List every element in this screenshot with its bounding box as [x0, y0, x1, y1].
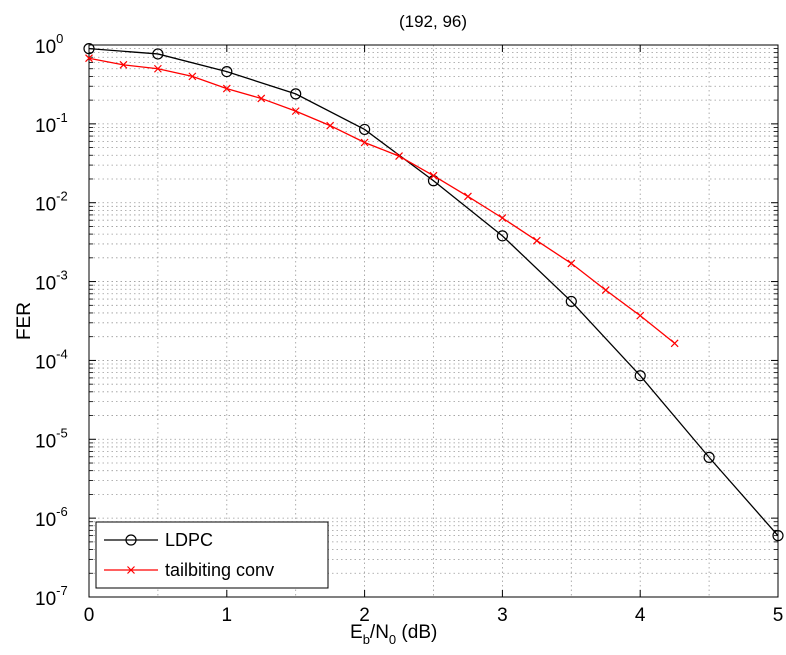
data-point: [291, 107, 300, 116]
legend-ldpc-label: LDPC: [165, 530, 213, 550]
grid: [89, 45, 778, 597]
series-line: [88, 47, 779, 537]
series-1: [85, 54, 679, 348]
data-point: [85, 54, 93, 63]
axis-ticks: 0 1 2 3 4 5 100 10-1 10-2 10-3 10-4 10-5 10-6 10-7: [35, 31, 783, 626]
data-point: [395, 152, 403, 161]
series-layer: [83, 43, 784, 542]
x-tick-label: 1: [222, 605, 233, 626]
y-tick-label: 10-2: [35, 189, 68, 216]
y-tick-label: 10-6: [35, 504, 68, 531]
legend-conv-marker: [127, 566, 135, 574]
data-point: [670, 339, 679, 348]
x-tick-label: 0: [84, 605, 95, 626]
legend-item-ldpc: LDPC: [104, 530, 213, 550]
legend-ldpc-marker: [125, 534, 137, 546]
data-point: [634, 370, 646, 382]
y-tick-label: 10-1: [35, 110, 68, 137]
x-tick-label: 3: [497, 605, 508, 626]
data-point: [257, 94, 266, 103]
y-tick-label: 10-4: [35, 346, 68, 373]
data-point: [119, 60, 128, 69]
data-point: [360, 138, 369, 147]
data-point: [703, 451, 715, 463]
data-point: [496, 230, 508, 242]
data-point: [326, 121, 335, 130]
data-point: [532, 236, 541, 245]
legend-box: [95, 521, 329, 589]
data-point: [290, 88, 302, 100]
plot-frame: [88, 44, 779, 598]
legend-item-tailbiting-conv: tailbiting conv: [104, 560, 274, 580]
data-point: [567, 259, 576, 268]
y-tick-label: 100: [35, 31, 63, 58]
legend-conv-label: tailbiting conv: [165, 560, 274, 580]
y-axis-label: FER: [14, 302, 35, 340]
x-tick-label: 2: [359, 605, 370, 626]
chart-title: (192, 96): [399, 12, 467, 31]
series-line: [88, 57, 676, 344]
data-point: [83, 43, 95, 55]
data-point: [221, 65, 233, 78]
y-tick-label: 10-5: [35, 425, 68, 452]
data-point: [153, 64, 162, 73]
x-tick-label: 5: [773, 605, 784, 626]
y-tick-label: 10-3: [35, 268, 68, 295]
y-tick-label: 10-7: [35, 583, 68, 610]
data-point: [464, 192, 472, 201]
data-point: [565, 295, 577, 308]
series-0: [83, 43, 784, 542]
x-tick-label: 4: [635, 605, 646, 626]
data-point: [359, 123, 371, 136]
data-point: [636, 311, 645, 320]
data-point: [772, 530, 784, 542]
legend: LDPC tailbiting conv: [95, 521, 329, 589]
x-axis-label: Eb/N0 (dB): [350, 622, 437, 647]
data-point: [429, 171, 438, 180]
data-point: [498, 214, 507, 222]
data-point: [152, 48, 164, 60]
data-point: [222, 84, 231, 93]
data-point: [188, 72, 197, 81]
data-point: [601, 286, 610, 295]
